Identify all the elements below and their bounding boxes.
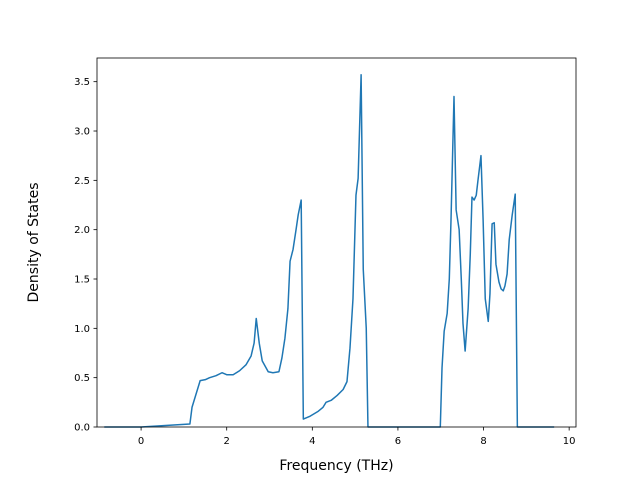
y-tick-label: 1.0 — [74, 324, 90, 335]
x-tick-label: 4 — [309, 436, 315, 447]
y-tick-label: 0.5 — [74, 373, 90, 384]
axes-frame — [96, 57, 577, 428]
x-tick-label: 2 — [224, 436, 230, 447]
y-tick-label: 2.0 — [74, 225, 90, 236]
x-tick-label: 0 — [138, 436, 144, 447]
x-tick-label: 8 — [480, 436, 486, 447]
y-tick-label: 3.5 — [74, 77, 90, 88]
x-tick-label: 10 — [563, 436, 576, 447]
data-line — [104, 74, 555, 428]
y-tick-label: 0.0 — [74, 423, 90, 434]
y-tick-label: 2.5 — [74, 176, 90, 187]
y-tick-label: 3.0 — [74, 127, 90, 138]
x-axis-label: Frequency (THz) — [279, 458, 393, 474]
x-tick-label: 6 — [395, 436, 401, 447]
y-tick-label: 1.5 — [74, 275, 90, 286]
y-axis-label: Density of States — [26, 183, 42, 303]
